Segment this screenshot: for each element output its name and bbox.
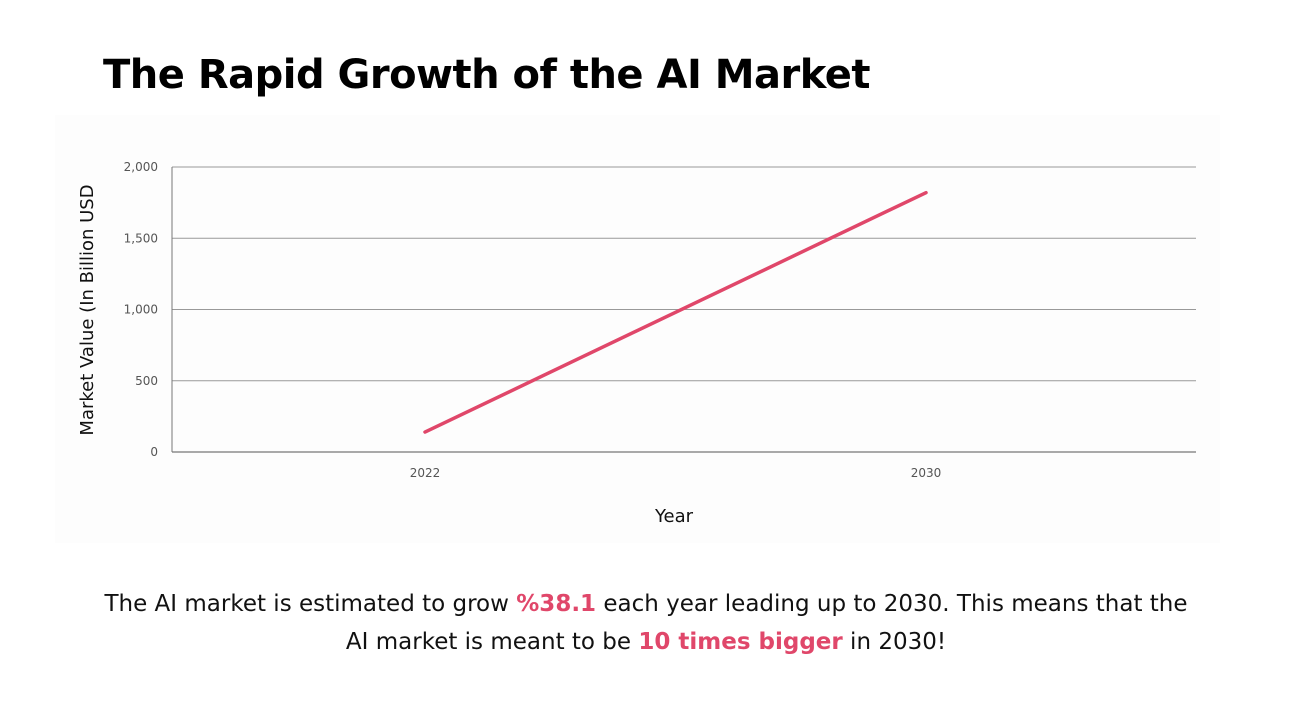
x-tick-labels: 2022 2030 [410, 466, 942, 480]
y-tick-label: 1,500 [124, 231, 158, 245]
y-tick-label: 500 [135, 374, 158, 388]
page-title: The Rapid Growth of the AI Market [103, 52, 871, 98]
caption-highlight-growth-rate: %38.1 [516, 591, 597, 617]
caption-text-1: The AI market is estimated to grow [104, 591, 517, 617]
series-line [423, 190, 928, 434]
y-axis-title: Market Value (In Billion USD [77, 184, 98, 435]
y-tick-label: 0 [150, 445, 158, 459]
x-axis-title: Year [654, 506, 694, 527]
axes [171, 167, 1196, 453]
y-tick-labels: 0 500 1,000 1,500 2,000 [124, 160, 158, 459]
x-tick-label: 2030 [911, 466, 942, 480]
caption-highlight-multiplier: 10 times bigger [638, 629, 843, 655]
caption-text-4: in 2030! [842, 629, 947, 655]
series-market-value [423, 190, 928, 434]
caption-text-3: AI market is meant to be [345, 629, 639, 655]
caption: The AI market is estimated to grow %38.1… [0, 585, 1292, 661]
x-tick-label: 2022 [410, 466, 441, 480]
gridlines [172, 166, 1196, 382]
y-tick-label: 2,000 [124, 160, 158, 174]
y-tick-label: 1,000 [124, 303, 158, 317]
caption-text-2: each year leading up to 2030. This means… [596, 591, 1188, 617]
